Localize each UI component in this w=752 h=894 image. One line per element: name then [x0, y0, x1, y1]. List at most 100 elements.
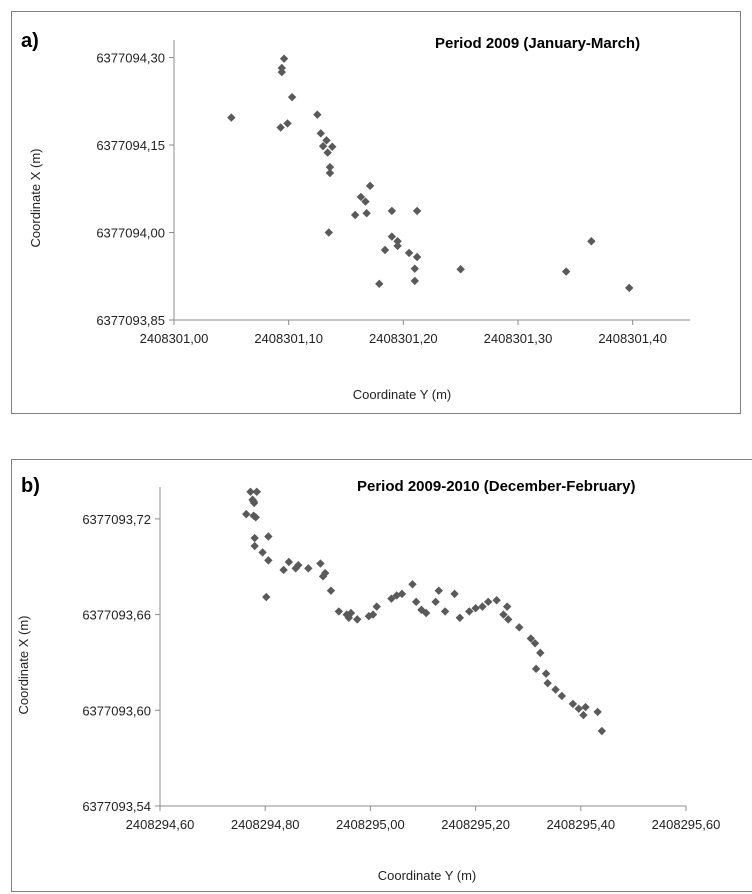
chart-b-data-point [597, 726, 607, 736]
chart-a-y-tick-label: 6377094,00 [96, 226, 165, 241]
chart-a-x-tick-label: 2408301,10 [254, 331, 323, 346]
chart-a-x-axis-title: Coordinate Y (m) [353, 387, 452, 402]
chart-a-data-point [322, 136, 331, 145]
chart-a-y-axis-title: Coordinate X (m) [28, 149, 43, 248]
chart-b-data-point [531, 664, 541, 674]
chart-a-data-point [279, 54, 289, 63]
chart-a-data-point [318, 141, 328, 151]
chart-b-data-point [568, 699, 578, 709]
chart-a-axes: 6377093,85 6377094,00 6377094,15 6377094,30… [96, 40, 690, 346]
chart-a-title: Period 2009 (January-March) [435, 35, 640, 52]
chart-b-data-point [530, 639, 540, 648]
chart-a-data-point [410, 264, 419, 273]
panel-label-a: a) [21, 30, 39, 52]
chart-a-data-point [393, 241, 402, 251]
chart-a-data-point [404, 248, 414, 258]
chart-b-y-tick-label: 6377093,54 [82, 799, 151, 814]
chart-a-data-point [323, 148, 332, 157]
chart-b-data-point [484, 597, 493, 607]
chart-a-data-point [287, 92, 297, 102]
chart-a-y-tick-label: 6377094,15 [96, 138, 165, 153]
chart-b-x-tick-label: 2408295,20 [441, 817, 510, 832]
chart-b-data-point [434, 586, 443, 595]
chart-b-data-point [258, 548, 267, 557]
chart-a-data-point [387, 206, 397, 216]
chart-b-data-point [246, 487, 255, 496]
chart-a-data-point [313, 110, 322, 119]
chart-a-data-point [410, 276, 419, 286]
chart-b-svg: b) Period 2009-2010 (December-February) … [16, 475, 720, 883]
chart-a-data-point [277, 67, 286, 77]
chart-a-data-point [325, 162, 335, 172]
chart-b-y-tick-label: 6377093,60 [82, 703, 151, 718]
panel-label-b: b) [21, 475, 40, 497]
chart-a-data-point [387, 232, 397, 241]
chart-a-data-point [393, 237, 402, 246]
chart-b-data-point [411, 597, 421, 607]
chart-b-data-point [581, 702, 590, 712]
chart-a-data-point [356, 192, 366, 202]
chart-panel-b: b) Period 2009-2010 (December-February) … [11, 459, 752, 892]
chart-b-data-point [250, 541, 259, 551]
chart-b-data-point [353, 615, 362, 624]
chart-b-data-point [478, 602, 487, 611]
chart-a-data-point [412, 206, 422, 216]
chart-b-data-point [557, 691, 567, 701]
chart-b-data-point [408, 580, 417, 589]
chart-b-data-point [316, 559, 325, 568]
chart-a-data-point [361, 197, 370, 206]
chart-a-data-point [380, 245, 390, 255]
chart-b-data-point [421, 608, 431, 618]
chart-b-x-axis-title: Coordinate Y (m) [378, 868, 477, 883]
chart-b-data-point [334, 607, 344, 616]
chart-a-data-point [587, 237, 596, 246]
chart-a-x-tick-label: 2408301,30 [484, 331, 553, 346]
chart-b-data-point [551, 685, 560, 694]
chart-a-data-point [324, 228, 333, 237]
chart-b-x-tick-label: 2408295,00 [336, 817, 405, 832]
chart-a-data-point [325, 168, 335, 178]
chart-b-data-point [284, 557, 294, 567]
chart-a-x-tick-label: 2408301,00 [140, 331, 209, 346]
chart-a-data-point [412, 252, 422, 262]
chart-a-data-point [350, 210, 360, 220]
chart-a-x-tick-label: 2408301,20 [369, 331, 438, 346]
chart-b-data-point [440, 607, 450, 616]
chart-b-data-point [593, 707, 602, 717]
chart-b-data-point [579, 710, 588, 720]
chart-b-data-point [536, 648, 545, 658]
chart-b-x-tick-label: 2408294,60 [126, 817, 195, 832]
chart-a-data-point [375, 279, 384, 289]
chart-b-data-point [417, 605, 426, 615]
chart-b-data-point [279, 565, 288, 575]
chart-b-data-point [320, 568, 330, 578]
chart-b-data-point [249, 498, 259, 508]
chart-b-axes: 6377093,54 6377093,60 6377093,66 6377093,72… [82, 487, 720, 832]
chart-a-data-point [362, 209, 371, 218]
chart-b-data-point [492, 596, 501, 605]
chart-b-data-point [455, 613, 465, 622]
chart-b-data-point [431, 597, 440, 607]
chart-b-data-point [504, 615, 513, 624]
chart-b-data-point [264, 556, 273, 565]
chart-b-x-tick-label: 2408295,60 [652, 817, 721, 832]
chart-b-data-point [326, 586, 336, 595]
chart-a-data-point [625, 283, 634, 293]
chart-b-data-point [515, 623, 524, 632]
chart-a-data-point [283, 119, 292, 128]
chart-b-data-point [397, 589, 407, 599]
chart-a-data-point [328, 142, 337, 151]
chart-b-x-tick-label: 2408295,40 [546, 817, 615, 832]
chart-b-data-point [543, 678, 552, 688]
chart-b-data-point [450, 589, 459, 599]
chart-b-data-point [252, 487, 261, 496]
chart-b-title: Period 2009-2010 (December-February) [357, 478, 635, 495]
chart-panel-a: a) Period 2009 (January-March) 6377093,8… [11, 11, 741, 414]
chart-b-x-tick-label: 2408294,80 [231, 817, 300, 832]
chart-b-data-point [372, 602, 381, 611]
chart-a-data-point [276, 123, 285, 132]
chart-b-data-point [574, 704, 583, 713]
chart-a-data-point [365, 181, 375, 191]
chart-b-data-point [304, 564, 313, 573]
chart-a-x-tick-label: 2408301,40 [598, 331, 667, 346]
